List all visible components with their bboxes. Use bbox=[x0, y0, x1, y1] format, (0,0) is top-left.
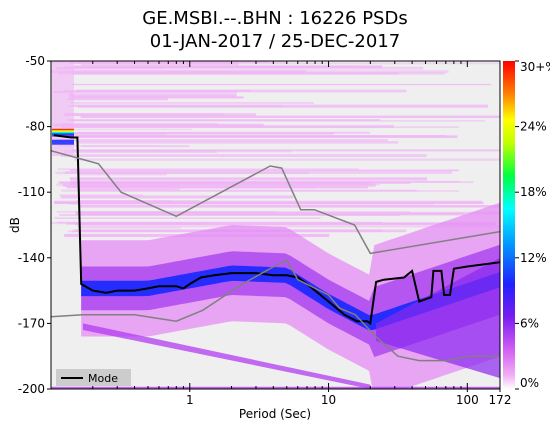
psd-streak bbox=[70, 102, 314, 104]
psd-streak bbox=[69, 169, 459, 172]
y-tick-label: -140 bbox=[18, 251, 45, 265]
colorbar-tick-label: 18% bbox=[520, 185, 547, 199]
psd-streak bbox=[66, 119, 381, 121]
legend-mode-label: Mode bbox=[88, 372, 118, 385]
psd-streak bbox=[60, 195, 294, 199]
psd-streak bbox=[56, 221, 383, 224]
psd-streak bbox=[65, 128, 193, 131]
psd-streak bbox=[54, 217, 321, 219]
y-axis-label: dB bbox=[8, 217, 22, 233]
colorbar-tick-label: 30+% bbox=[520, 60, 550, 74]
psd-streak bbox=[79, 190, 459, 192]
x-tick-label: 172 bbox=[489, 393, 512, 407]
psd-hotspot bbox=[52, 131, 74, 134]
y-tick-label: -170 bbox=[18, 316, 45, 330]
psd-artifact bbox=[82, 323, 371, 389]
psd-hotspot bbox=[52, 139, 74, 145]
x-axis-label: Period (Sec) bbox=[239, 407, 311, 421]
low-noise-model-line bbox=[51, 259, 500, 362]
psd-streak bbox=[76, 135, 458, 139]
psd-streak bbox=[63, 150, 217, 154]
plot-frame bbox=[50, 60, 501, 390]
psd-streak bbox=[71, 70, 307, 74]
mode-line bbox=[53, 134, 500, 326]
x-tick-label: 1 bbox=[186, 393, 194, 407]
psd-streak bbox=[60, 154, 427, 157]
x-tick-label: 100 bbox=[456, 393, 479, 407]
psd-streak bbox=[80, 115, 500, 119]
psd-streak bbox=[69, 177, 427, 181]
psd-streak bbox=[59, 194, 144, 196]
psd-streak bbox=[80, 63, 239, 66]
colorbar-tick-label: 6% bbox=[520, 316, 539, 330]
series-layer bbox=[51, 134, 500, 362]
colorbar-ticks: 0% 6% 12% 18% 24% 30+% bbox=[515, 60, 550, 390]
y-tick-label: -200 bbox=[18, 382, 45, 396]
psd-streak bbox=[65, 132, 334, 135]
psd-streak bbox=[55, 139, 388, 142]
psd-streak bbox=[71, 96, 244, 99]
x-axis: 1 10 100 172 bbox=[50, 61, 512, 407]
colorbar-tick-label: 0% bbox=[520, 376, 539, 390]
psd-streak bbox=[67, 97, 168, 101]
psd-hotspot bbox=[52, 128, 74, 131]
psd-streak bbox=[68, 93, 237, 97]
psd-streak bbox=[77, 188, 180, 191]
psd-streak bbox=[56, 66, 424, 70]
psd-streak bbox=[69, 62, 500, 65]
psd-streak bbox=[74, 158, 500, 161]
colorbar-tick-label: 12% bbox=[520, 251, 547, 265]
y-tick-label: -50 bbox=[25, 54, 45, 68]
psd-streak bbox=[57, 145, 159, 147]
psd-streak bbox=[61, 122, 218, 126]
psd-streak bbox=[80, 145, 190, 148]
psd-streak bbox=[72, 72, 399, 75]
psd-streak bbox=[77, 225, 500, 228]
psd-streak bbox=[59, 181, 411, 184]
psd-streak bbox=[71, 120, 485, 122]
psd-density-layer bbox=[51, 61, 500, 389]
psd-streak bbox=[75, 200, 173, 202]
psd-streak bbox=[75, 211, 277, 214]
psd-streak bbox=[75, 212, 465, 216]
psd-hotspot bbox=[52, 130, 74, 133]
psd-streak bbox=[51, 61, 289, 64]
psd-streak bbox=[74, 222, 445, 225]
psd-streak bbox=[51, 222, 182, 225]
legend: Mode bbox=[56, 369, 131, 386]
psd-streak bbox=[79, 227, 182, 229]
psd-streak bbox=[76, 141, 399, 144]
psd-streak bbox=[78, 172, 167, 176]
psd-streak bbox=[57, 168, 359, 171]
chart-subtitle: 01-JAN-2017 / 25-DEC-2017 bbox=[149, 31, 401, 52]
psd-floor bbox=[51, 386, 500, 389]
psd-streak bbox=[78, 205, 500, 208]
colorbar-tick-label: 24% bbox=[520, 120, 547, 134]
psd-streak bbox=[54, 201, 484, 205]
psd-streak bbox=[51, 70, 449, 74]
y-tick-label: -80 bbox=[25, 120, 45, 134]
psd-streak bbox=[62, 183, 376, 187]
psd-streak bbox=[67, 113, 225, 116]
psd-streak bbox=[76, 89, 407, 93]
high-noise-model-line bbox=[51, 149, 500, 255]
chart-title: GE.MSBI.--.BHN : 16226 PSDs bbox=[142, 8, 408, 29]
y-tick-label: -110 bbox=[18, 185, 45, 199]
psd-streak bbox=[73, 149, 292, 153]
psd-streak bbox=[79, 186, 368, 189]
y-axis: -50 -80 -110 -140 -170 -200 bbox=[18, 54, 51, 396]
psd-wedge bbox=[376, 257, 500, 379]
x-tick-label: 10 bbox=[321, 393, 336, 407]
psd-streak bbox=[71, 149, 500, 152]
psd-hotspot bbox=[52, 133, 74, 136]
legend-box bbox=[56, 369, 131, 386]
psd-streak bbox=[77, 105, 489, 108]
colorbar bbox=[503, 61, 515, 389]
psd-streak bbox=[71, 83, 491, 86]
